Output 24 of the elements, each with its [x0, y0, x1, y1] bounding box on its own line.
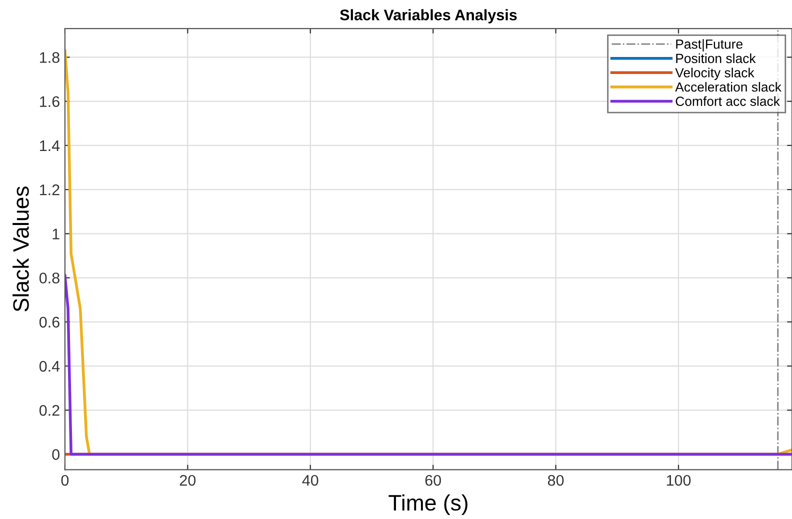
y-tick-label: 1.4	[40, 140, 60, 151]
y-tick-label: 0.4	[39, 360, 60, 372]
ref-line-label: Past|Future	[676, 39, 742, 52]
legend-label: Velocity slack	[675, 68, 754, 80]
legend-label: Comfort acc slack	[676, 96, 780, 106]
legend-label: Position slack	[676, 53, 756, 64]
y-tick-label: 1.6	[40, 96, 60, 108]
x-tick-label: 80	[548, 474, 564, 486]
x-axis-title: Time (s)	[388, 494, 468, 516]
chart-title: Slack Variables Analysis	[340, 9, 517, 24]
x-tick-label: 100	[666, 474, 691, 486]
legend-label: Acceleration slack	[675, 82, 782, 92]
y-tick-label: 0	[52, 449, 60, 460]
x-tick-label: 60	[425, 474, 441, 486]
y-tick-label: 0.6	[39, 316, 60, 328]
x-tick-label: 40	[302, 474, 318, 486]
y-axis-title: Slack Values	[12, 186, 29, 312]
y-tick-label: 0.8	[39, 272, 60, 284]
x-tick-label: 20	[180, 474, 196, 486]
y-tick-label: 1.2	[40, 184, 60, 196]
y-tick-label: 1.8	[40, 52, 60, 63]
x-tick-label: 0	[61, 474, 69, 486]
y-tick-label: 1	[52, 228, 60, 240]
y-tick-label: 0.2	[39, 405, 60, 416]
